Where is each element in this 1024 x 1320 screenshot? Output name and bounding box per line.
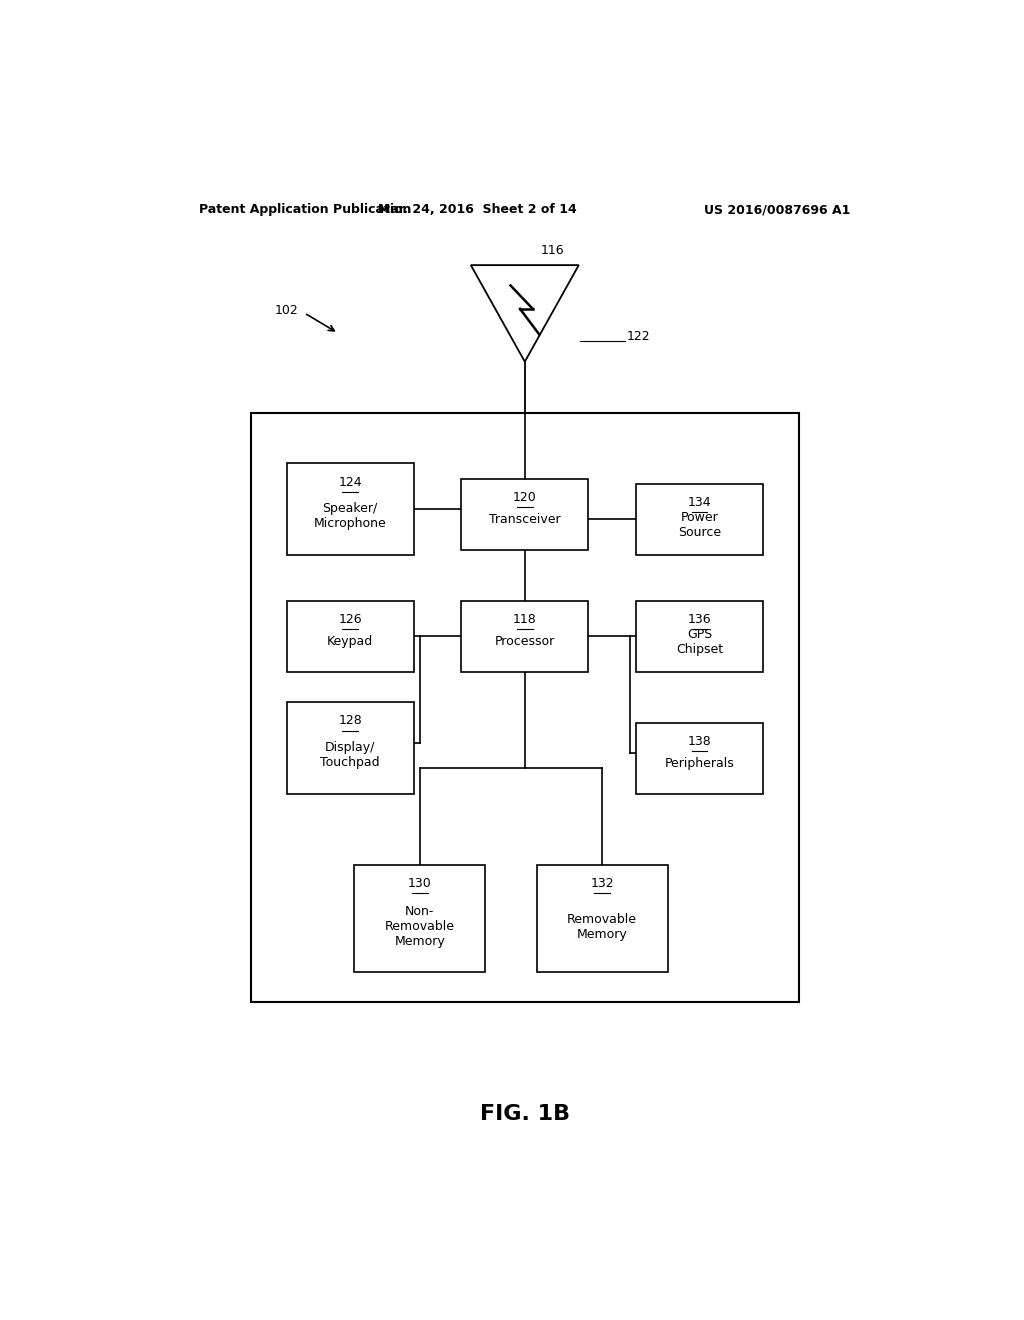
Text: Speaker/
Microphone: Speaker/ Microphone xyxy=(313,503,387,531)
Text: Keypad: Keypad xyxy=(327,635,374,648)
Text: 126: 126 xyxy=(338,612,362,626)
Text: 128: 128 xyxy=(338,714,362,727)
Text: 118: 118 xyxy=(513,612,537,626)
Bar xyxy=(636,601,763,672)
Text: 116: 116 xyxy=(541,244,564,257)
Text: 124: 124 xyxy=(338,475,362,488)
Bar xyxy=(287,702,414,793)
Text: Patent Application Publication: Patent Application Publication xyxy=(200,203,412,216)
Text: US 2016/0087696 A1: US 2016/0087696 A1 xyxy=(703,203,850,216)
Text: FIG. 1B: FIG. 1B xyxy=(479,1104,570,1123)
Text: 130: 130 xyxy=(408,876,431,890)
Text: 102: 102 xyxy=(274,305,299,317)
Text: Removable
Memory: Removable Memory xyxy=(567,912,637,941)
Text: Transceiver: Transceiver xyxy=(489,513,560,527)
Text: Processor: Processor xyxy=(495,635,555,648)
Text: 122: 122 xyxy=(627,330,650,343)
Bar xyxy=(251,413,799,1002)
Text: 134: 134 xyxy=(687,496,712,508)
Bar xyxy=(636,722,763,793)
Text: 138: 138 xyxy=(687,735,712,747)
Text: 132: 132 xyxy=(591,876,614,890)
Text: GPS
Chipset: GPS Chipset xyxy=(676,628,723,656)
Text: Power
Source: Power Source xyxy=(678,511,721,539)
Text: 136: 136 xyxy=(687,612,712,626)
Bar xyxy=(287,463,414,554)
Bar xyxy=(461,601,588,672)
Bar xyxy=(636,483,763,554)
Text: 120: 120 xyxy=(513,491,537,504)
Text: Display/
Touchpad: Display/ Touchpad xyxy=(321,742,380,770)
Text: Mar. 24, 2016  Sheet 2 of 14: Mar. 24, 2016 Sheet 2 of 14 xyxy=(378,203,577,216)
Bar xyxy=(287,601,414,672)
Text: Non-
Removable
Memory: Non- Removable Memory xyxy=(385,906,455,948)
Text: Peripherals: Peripherals xyxy=(665,758,734,771)
Bar xyxy=(537,865,668,972)
Bar xyxy=(461,479,588,549)
Bar xyxy=(354,865,485,972)
